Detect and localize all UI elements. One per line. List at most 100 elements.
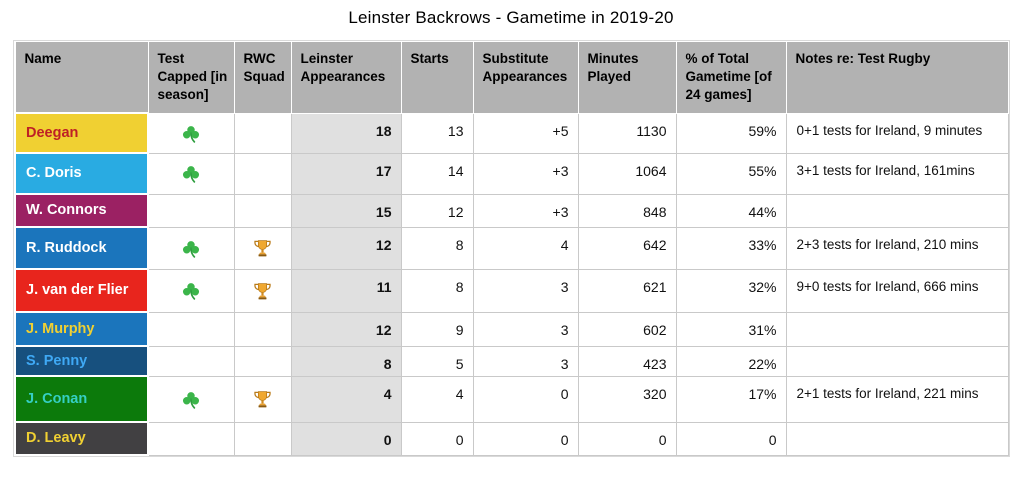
test-capped-cell — [147, 268, 235, 313]
appearances-cell: 17 — [290, 152, 402, 195]
minutes-cell: 320 — [577, 375, 677, 423]
stats-table-wrapper: Name Test Capped [in season] RWC Squad L… — [13, 40, 1010, 458]
stats-table: Name Test Capped [in season] RWC Squad L… — [14, 41, 1009, 457]
pct-cell: 32% — [675, 268, 787, 313]
pct-cell: 55% — [675, 152, 787, 195]
notes-cell: 0+1 tests for Ireland, 9 minutes — [785, 112, 1009, 154]
table-row: J. Murphy 12 9 3 602 31% — [14, 311, 1009, 348]
pct-cell: 33% — [675, 226, 787, 270]
player-name-cell: C. Doris — [14, 152, 149, 196]
header-row: Name Test Capped [in season] RWC Squad L… — [14, 41, 1009, 114]
starts-cell: 8 — [400, 268, 474, 313]
appearances-cell: 0 — [290, 421, 402, 456]
shamrock-icon — [183, 391, 200, 409]
table-row: J. Conan 4 4 0 320 17% 2+1 tests for Ire… — [14, 375, 1009, 424]
subs-cell: +3 — [472, 193, 579, 228]
appearances-cell: 18 — [290, 112, 402, 154]
page-title: Leinster Backrows - Gametime in 2019-20 — [348, 8, 674, 27]
starts-cell: 12 — [400, 193, 474, 228]
subs-cell: 3 — [472, 311, 579, 347]
table-row: R. Ruddock 12 8 4 642 33% 2+3 tests for … — [14, 226, 1009, 271]
player-name-cell: J. van der Flier — [14, 268, 149, 314]
col-header-notes: Notes re: Test Rugby — [785, 41, 1009, 114]
subs-cell: 4 — [472, 226, 579, 270]
pct-cell: 44% — [675, 193, 787, 228]
appearances-cell: 11 — [290, 268, 402, 313]
col-header-subs: Substitute Appearances — [472, 41, 579, 114]
trophy-icon — [254, 391, 271, 408]
pct-cell: 31% — [675, 311, 787, 347]
test-capped-cell — [147, 226, 235, 270]
player-name-cell: S. Penny — [14, 345, 149, 378]
subs-cell: +3 — [472, 152, 579, 195]
starts-cell: 13 — [400, 112, 474, 154]
col-header-name: Name — [14, 41, 149, 114]
notes-cell — [785, 421, 1009, 456]
player-name-cell: J. Conan — [14, 375, 149, 424]
rwc-squad-cell — [233, 421, 292, 456]
test-capped-cell — [147, 193, 235, 228]
appearances-cell: 12 — [290, 311, 402, 347]
test-capped-cell — [147, 152, 235, 195]
pct-cell: 0 — [675, 421, 787, 456]
test-capped-cell — [147, 421, 235, 456]
subs-cell: 3 — [472, 345, 579, 377]
col-header-appearances: Leinster Appearances — [290, 41, 402, 114]
appearances-cell: 12 — [290, 226, 402, 270]
rwc-squad-cell — [233, 268, 292, 313]
player-name-cell: D. Leavy — [14, 421, 149, 457]
shamrock-icon — [183, 125, 200, 143]
notes-cell — [785, 311, 1009, 347]
rwc-squad-cell — [233, 311, 292, 347]
table-row: J. van der Flier 11 8 3 621 32% 9+0 test… — [14, 268, 1009, 314]
starts-cell: 5 — [400, 345, 474, 377]
rwc-squad-cell — [233, 226, 292, 270]
appearances-cell: 15 — [290, 193, 402, 228]
starts-cell: 4 — [400, 375, 474, 423]
table-row: C. Doris 17 14 +3 1064 55% 3+1 tests for… — [14, 152, 1009, 196]
rwc-squad-cell — [233, 375, 292, 423]
minutes-cell: 1130 — [577, 112, 677, 154]
starts-cell: 8 — [400, 226, 474, 270]
shamrock-icon — [183, 166, 200, 183]
table-row: Deegan 18 13 +5 1130 59% 0+1 tests for I… — [14, 112, 1009, 155]
minutes-cell: 848 — [577, 193, 677, 228]
col-header-starts: Starts — [400, 41, 474, 114]
player-name-cell: J. Murphy — [14, 311, 149, 348]
col-header-pct: % of Total Gametime [of 24 games] — [675, 41, 787, 114]
notes-cell — [785, 345, 1009, 377]
starts-cell: 9 — [400, 311, 474, 347]
player-name-cell: W. Connors — [14, 193, 149, 229]
minutes-cell: 621 — [577, 268, 677, 313]
test-capped-cell — [147, 112, 235, 154]
col-header-minutes: Minutes Played — [577, 41, 677, 114]
shamrock-icon — [183, 240, 200, 258]
table-row: S. Penny 8 5 3 423 22% — [14, 345, 1009, 378]
pct-cell: 22% — [675, 345, 787, 377]
starts-cell: 14 — [400, 152, 474, 195]
subs-cell: 0 — [472, 375, 579, 423]
shamrock-icon — [183, 283, 200, 300]
test-capped-cell — [147, 375, 235, 423]
notes-cell — [785, 193, 1009, 228]
pct-cell: 59% — [675, 112, 787, 154]
test-capped-cell — [147, 345, 235, 377]
appearances-cell: 8 — [290, 345, 402, 377]
pct-cell: 17% — [675, 375, 787, 423]
subs-cell: +5 — [472, 112, 579, 154]
notes-cell: 2+1 tests for Ireland, 221 mins — [785, 375, 1009, 423]
test-capped-cell — [147, 311, 235, 347]
notes-cell: 3+1 tests for Ireland, 161mins — [785, 152, 1009, 195]
table-row: W. Connors 15 12 +3 848 44% — [14, 193, 1009, 229]
minutes-cell: 423 — [577, 345, 677, 377]
player-name-cell: Deegan — [14, 112, 149, 155]
appearances-cell: 4 — [290, 375, 402, 423]
table-row: D. Leavy 0 0 0 0 0 — [14, 421, 1009, 457]
notes-cell: 2+3 tests for Ireland, 210 mins — [785, 226, 1009, 270]
trophy-icon — [254, 240, 271, 257]
starts-cell: 0 — [400, 421, 474, 456]
player-name-cell: R. Ruddock — [14, 226, 149, 271]
minutes-cell: 0 — [577, 421, 677, 456]
minutes-cell: 1064 — [577, 152, 677, 195]
rwc-squad-cell — [233, 193, 292, 228]
